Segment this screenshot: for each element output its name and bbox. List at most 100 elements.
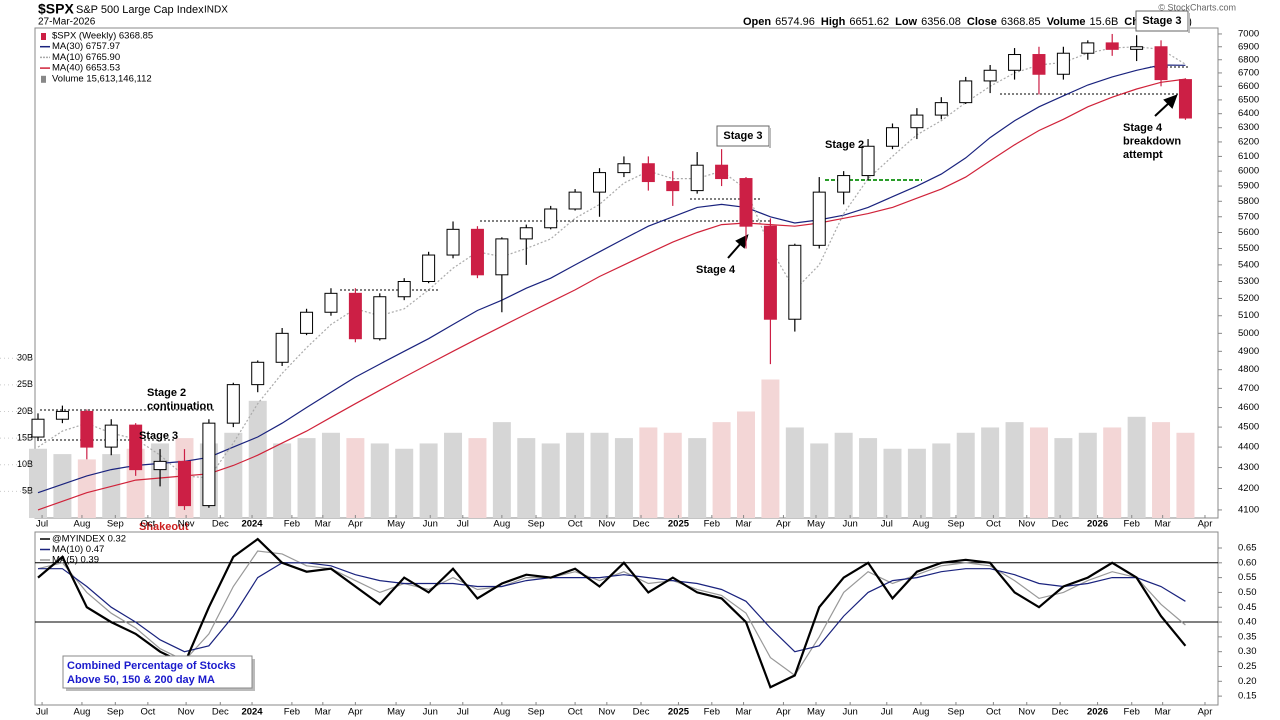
candle-body <box>1105 42 1119 50</box>
x-tick-label: Apr <box>776 707 791 718</box>
y-tick-label: 6300 <box>1238 122 1259 133</box>
volume-bar <box>688 438 707 518</box>
x-tick-label: Dec <box>1052 519 1069 530</box>
x-tick-label: Jul <box>36 707 48 718</box>
x-tick-label: Oct <box>986 519 1001 530</box>
volume-bar <box>834 432 853 518</box>
annotation: Stage 4 <box>696 264 736 276</box>
annotation: Stage 3 <box>723 130 762 142</box>
x-tick-label: Jul <box>881 519 893 530</box>
x-tick-label: Dec <box>212 519 229 530</box>
annotation-box <box>62 655 253 689</box>
candle-body <box>1081 42 1095 54</box>
volume-bar <box>883 448 902 518</box>
candle-body <box>55 410 69 420</box>
y-tick-label: 6900 <box>1238 41 1259 52</box>
legend-label: Volume 15,613,146,112 <box>52 73 152 84</box>
candle-body <box>1032 54 1046 75</box>
volume-bar <box>761 379 780 518</box>
candle-body <box>1056 52 1070 75</box>
volume-bar <box>444 432 463 518</box>
legend-label: @MYINDEX 0.32 <box>52 534 126 545</box>
volume-tick-label: 20B <box>17 406 33 416</box>
quote-label: Close <box>967 16 997 28</box>
volume-bar <box>932 443 951 518</box>
volume-tick-label: 30B <box>17 353 33 363</box>
y-tick-label: 5500 <box>1238 243 1259 254</box>
symbol-name: S&P 500 Large Cap Index <box>76 4 204 16</box>
volume-tick-label: 10B <box>17 459 33 469</box>
volume-bar <box>1127 416 1146 518</box>
x-tick-label: Apr <box>348 707 363 718</box>
x-tick-label: Apr <box>1198 519 1213 530</box>
volume-bar <box>712 422 731 518</box>
x-tick-label: Aug <box>493 707 510 718</box>
candle-body <box>373 296 387 340</box>
annotation: Stage 2 <box>825 139 864 151</box>
y-tick-label: 4400 <box>1238 442 1259 453</box>
x-tick-label: Jul <box>36 519 48 530</box>
volume-bar <box>321 432 340 518</box>
volume-tick-label: 25B <box>17 379 33 389</box>
x-tick-label: May <box>807 707 825 718</box>
x-tick-label: Feb <box>704 519 720 530</box>
y-tick-label: 6600 <box>1238 81 1259 92</box>
candle-body <box>470 228 484 276</box>
x-tick-label: Dec <box>212 707 229 718</box>
y-tick-label: 0.45 <box>1238 602 1257 613</box>
annotation: attempt <box>1123 149 1163 161</box>
volume-bar <box>273 443 292 518</box>
candle-body <box>226 384 240 424</box>
candle-body <box>861 145 875 177</box>
quote-label: Low <box>895 16 917 28</box>
volume-bar <box>1029 427 1048 518</box>
x-tick-label: 2024 <box>241 519 263 530</box>
x-tick-label: Feb <box>284 519 300 530</box>
x-tick-label: Jul <box>457 519 469 530</box>
arrows <box>727 94 1178 259</box>
volume-bar <box>492 422 511 518</box>
volume-bar <box>1054 438 1073 518</box>
annotation: Stage 3 <box>1142 15 1181 27</box>
y-tick-label: 5900 <box>1238 181 1259 192</box>
annotation: Combined Percentage of Stocks <box>67 660 236 672</box>
candle-body <box>763 225 777 320</box>
legend-label: MA(30) 6757.97 <box>52 41 120 52</box>
x-tick-label: 2026 <box>1087 519 1108 530</box>
volume-bar <box>248 400 267 518</box>
candle-body <box>300 311 314 334</box>
legend-label: MA(10) 6765.90 <box>52 52 120 63</box>
x-tick-label: Dec <box>633 707 650 718</box>
annotation-shadow <box>1188 13 1190 33</box>
exchange: INDX <box>204 5 228 16</box>
y-tick-label: 4800 <box>1238 364 1259 375</box>
candle-body <box>495 238 509 276</box>
quote-value: 6574.96 <box>775 16 815 28</box>
y-tick-label: 0.35 <box>1238 631 1257 642</box>
y-tick-label: 4900 <box>1238 346 1259 357</box>
x-tick-label: Apr <box>776 519 791 530</box>
annotation: breakdown <box>1123 135 1181 147</box>
y-tick-label: 5200 <box>1238 293 1259 304</box>
x-tick-label: Mar <box>1154 707 1170 718</box>
x-tick-label: Aug <box>913 519 930 530</box>
volume-bar <box>956 432 975 518</box>
candle-body <box>959 80 973 104</box>
volume-bar <box>297 438 316 518</box>
annotation: Stage 2 <box>147 387 186 399</box>
legend-label: MA(5) 0.39 <box>52 555 99 566</box>
y-tick-label: 4100 <box>1238 504 1259 515</box>
x-tick-label: 2025 <box>668 519 690 530</box>
y-tick-label: 7000 <box>1238 28 1259 39</box>
y-tick-label: 0.50 <box>1238 587 1257 598</box>
volume-bar <box>370 443 389 518</box>
candle-body <box>31 418 45 438</box>
candle-body <box>617 163 631 174</box>
volume-bar <box>1152 422 1171 518</box>
volume-bar <box>859 438 878 518</box>
x-tick-label: 2026 <box>1087 707 1108 718</box>
x-tick-label: Sep <box>528 707 545 718</box>
x-tick-label: Feb <box>1124 519 1140 530</box>
y-tick-label: 5600 <box>1238 227 1259 238</box>
y-tick-label: 5700 <box>1238 211 1259 222</box>
